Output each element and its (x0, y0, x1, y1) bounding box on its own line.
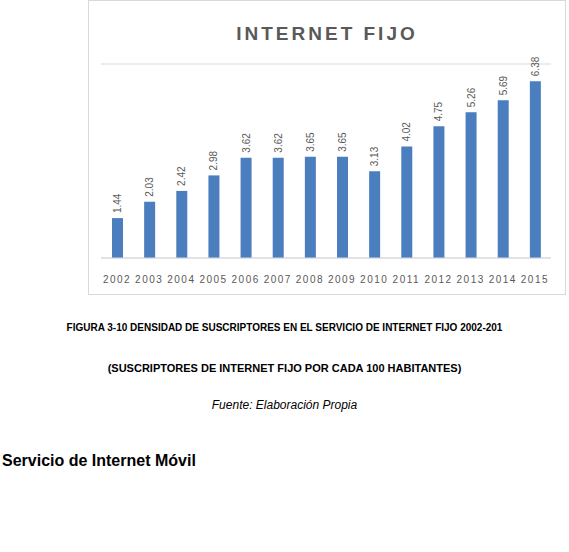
svg-text:5.69: 5.69 (498, 75, 509, 95)
html-text:FIGURA 3-10 DENSIDAD DE SUSCRI: FIGURA 3-10 DENSIDAD DE SUSCRIPTORES EN … (66, 322, 503, 333)
svg-text:2005: 2005 (199, 274, 227, 285)
html-text:Servicio de Internet Móvil: Servicio de Internet Móvil (2, 452, 196, 469)
svg-text:2007: 2007 (264, 274, 292, 285)
svg-text:2.03: 2.03 (144, 177, 155, 197)
svg-text:2010: 2010 (360, 274, 388, 285)
html-text:INTERNET FIJO: INTERNET FIJO (236, 23, 418, 44)
svg-text:2012: 2012 (424, 274, 452, 285)
svg-text:4.02: 4.02 (401, 122, 412, 142)
svg-text:5.26: 5.26 (466, 87, 477, 107)
svg-text:3.13: 3.13 (369, 146, 380, 166)
html-text:(SUSCRIPTORES DE INTERNET FIJO: (SUSCRIPTORES DE INTERNET FIJO POR CADA … (107, 362, 462, 374)
svg-text:2014: 2014 (489, 274, 517, 285)
svg-text:3.65: 3.65 (305, 132, 316, 152)
svg-text:3.62: 3.62 (241, 133, 252, 153)
svg-text:2011: 2011 (393, 274, 421, 285)
svg-text:6.38: 6.38 (530, 56, 541, 76)
svg-text:2008: 2008 (296, 274, 324, 285)
svg-text:2013: 2013 (457, 274, 485, 285)
html-text:Fuente: Elaboración Propia: Fuente: Elaboración Propia (211, 398, 358, 412)
svg-text:2009: 2009 (328, 274, 356, 285)
svg-text:1.44: 1.44 (112, 193, 123, 213)
svg-text:4.75: 4.75 (433, 101, 444, 121)
svg-text:3.65: 3.65 (337, 132, 348, 152)
svg-text:2015: 2015 (521, 274, 549, 285)
svg-text:3.62: 3.62 (273, 133, 284, 153)
svg-text:2002: 2002 (103, 274, 131, 285)
svg-text:2003: 2003 (135, 274, 163, 285)
svg-text:2004: 2004 (167, 274, 195, 285)
svg-text:2.42: 2.42 (176, 166, 187, 186)
svg-text:2006: 2006 (232, 274, 260, 285)
svg-text:2.98: 2.98 (208, 151, 219, 171)
